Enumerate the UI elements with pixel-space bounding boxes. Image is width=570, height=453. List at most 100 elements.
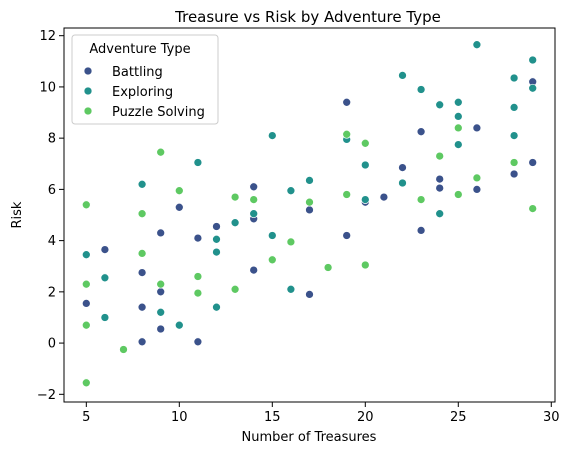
point-battling bbox=[193, 233, 203, 243]
point-puzzle-solving bbox=[360, 138, 370, 148]
points-layer bbox=[81, 40, 538, 388]
point-exploring bbox=[453, 97, 463, 107]
point-battling bbox=[174, 202, 184, 212]
point-battling bbox=[398, 163, 407, 172]
point-battling bbox=[342, 97, 352, 107]
point-exploring bbox=[230, 218, 240, 228]
legend-title: Adventure Type bbox=[89, 42, 190, 57]
point-exploring bbox=[528, 55, 538, 65]
point-battling bbox=[137, 302, 147, 312]
y-tick-label: 8 bbox=[48, 132, 56, 147]
point-battling bbox=[212, 222, 221, 231]
y-tick-label: −2 bbox=[37, 388, 56, 403]
point-exploring bbox=[267, 231, 277, 240]
point-exploring bbox=[267, 131, 277, 140]
point-exploring bbox=[398, 71, 407, 80]
point-exploring bbox=[528, 83, 538, 93]
point-battling bbox=[249, 265, 259, 275]
point-battling bbox=[100, 245, 110, 254]
x-tick-label: 25 bbox=[450, 410, 467, 425]
point-exploring bbox=[212, 234, 221, 244]
y-tick-label: 0 bbox=[48, 337, 56, 352]
point-puzzle-solving bbox=[156, 147, 166, 157]
legend-label-puzzle-solving: Puzzle Solving bbox=[112, 105, 205, 120]
point-exploring bbox=[193, 158, 203, 167]
point-puzzle-solving bbox=[137, 249, 147, 258]
point-puzzle-solving bbox=[193, 272, 203, 281]
point-exploring bbox=[156, 307, 166, 317]
point-battling bbox=[342, 231, 352, 240]
point-exploring bbox=[453, 140, 463, 149]
point-battling bbox=[435, 183, 445, 193]
y-tick-label: 10 bbox=[39, 80, 56, 95]
point-exploring bbox=[100, 313, 110, 322]
x-tick-label: 30 bbox=[543, 410, 560, 425]
point-puzzle-solving bbox=[453, 123, 463, 133]
point-puzzle-solving bbox=[305, 197, 314, 207]
point-exploring bbox=[305, 176, 314, 185]
point-puzzle-solving bbox=[453, 190, 463, 199]
point-battling bbox=[528, 158, 538, 167]
legend-marker-puzzle-solving bbox=[83, 106, 93, 116]
point-puzzle-solving bbox=[119, 345, 128, 354]
y-tick-label: 6 bbox=[48, 183, 56, 198]
point-battling bbox=[305, 205, 314, 215]
chart-title: Treasure vs Risk by Adventure Type bbox=[174, 8, 441, 26]
point-puzzle-solving bbox=[416, 195, 426, 204]
point-battling bbox=[416, 226, 426, 235]
point-exploring bbox=[453, 112, 463, 121]
point-puzzle-solving bbox=[360, 260, 370, 270]
x-tick-label: 5 bbox=[82, 410, 90, 425]
point-puzzle-solving bbox=[81, 320, 91, 330]
point-exploring bbox=[398, 178, 407, 188]
point-battling bbox=[156, 324, 166, 334]
y-axis-label: Risk bbox=[10, 201, 25, 228]
point-puzzle-solving bbox=[472, 173, 482, 183]
point-exploring bbox=[509, 131, 519, 140]
point-battling bbox=[379, 192, 389, 202]
point-puzzle-solving bbox=[249, 195, 259, 204]
point-puzzle-solving bbox=[342, 129, 352, 139]
legend-marker-exploring bbox=[83, 86, 93, 96]
point-exploring bbox=[416, 85, 426, 94]
point-battling bbox=[472, 185, 482, 194]
point-exploring bbox=[360, 195, 370, 204]
y-tick-label: 12 bbox=[39, 29, 56, 44]
point-puzzle-solving bbox=[323, 263, 333, 272]
point-exploring bbox=[435, 209, 445, 219]
x-tick-label: 15 bbox=[264, 410, 281, 425]
legend-box bbox=[71, 34, 219, 125]
point-exploring bbox=[286, 186, 296, 196]
legend-label-battling: Battling bbox=[112, 65, 163, 80]
point-battling bbox=[416, 127, 426, 137]
point-exploring bbox=[249, 209, 259, 219]
point-puzzle-solving bbox=[137, 209, 147, 219]
x-axis-label: Number of Treasures bbox=[242, 430, 377, 445]
point-puzzle-solving bbox=[174, 186, 184, 196]
point-puzzle-solving bbox=[286, 237, 296, 247]
point-battling bbox=[509, 169, 519, 179]
point-exploring bbox=[174, 320, 184, 330]
point-puzzle-solving bbox=[81, 279, 91, 289]
point-exploring bbox=[472, 40, 482, 50]
legend-label-exploring: Exploring bbox=[112, 85, 173, 100]
point-puzzle-solving bbox=[156, 279, 166, 289]
point-puzzle-solving bbox=[81, 378, 91, 388]
point-puzzle-solving bbox=[81, 200, 91, 210]
point-battling bbox=[305, 290, 314, 299]
point-puzzle-solving bbox=[193, 288, 203, 298]
point-battling bbox=[156, 228, 166, 238]
y-tick-label: 2 bbox=[48, 285, 56, 300]
point-battling bbox=[435, 174, 445, 184]
x-tick-label: 10 bbox=[171, 410, 188, 425]
y-tick-label: 4 bbox=[48, 234, 56, 249]
point-battling bbox=[81, 299, 91, 308]
point-exploring bbox=[509, 103, 519, 112]
point-exploring bbox=[212, 247, 221, 257]
point-exploring bbox=[137, 179, 147, 189]
point-battling bbox=[137, 268, 147, 277]
point-exploring bbox=[286, 284, 296, 294]
point-puzzle-solving bbox=[435, 151, 445, 161]
point-puzzle-solving bbox=[342, 190, 352, 199]
